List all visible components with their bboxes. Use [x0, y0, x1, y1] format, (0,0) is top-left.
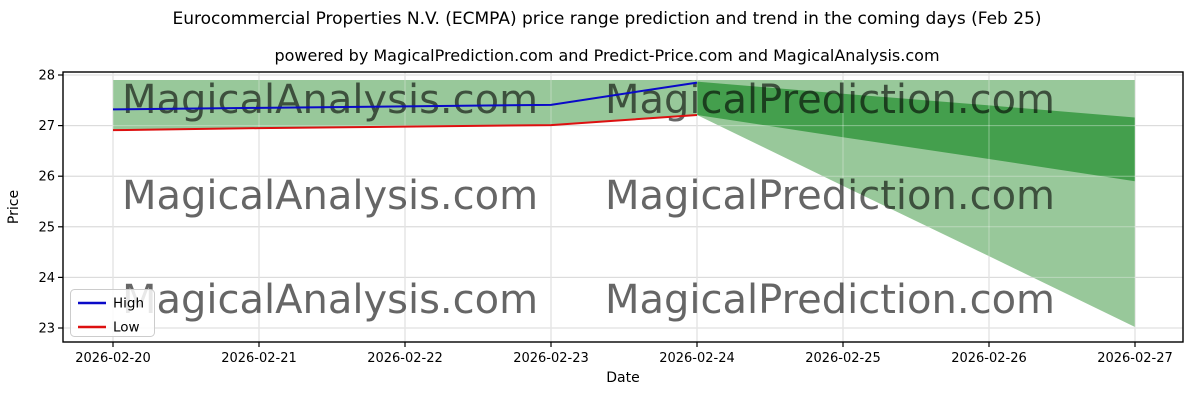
legend-label-low: Low	[113, 320, 140, 336]
x-tick-label: 2026-02-26	[951, 351, 1027, 366]
chart-title: Eurocommercial Properties N.V. (ECMPA) p…	[173, 9, 1042, 29]
low-line	[112, 113, 698, 132]
predicted-trend-band	[697, 81, 1135, 182]
legend-label-high: High	[113, 296, 144, 312]
y-tick-label: 26	[38, 170, 55, 185]
plot-border	[62, 71, 1184, 343]
x-tick-label: 2026-02-22	[367, 351, 443, 366]
prediction-bands	[113, 80, 1135, 327]
x-tick-label: 2026-02-24	[659, 351, 735, 366]
x-tick-label: 2026-02-20	[75, 351, 151, 366]
watermark-right: MagicalPrediction.com	[605, 277, 1055, 323]
watermark-left: MagicalAnalysis.com	[122, 173, 538, 219]
axis-ticks	[58, 74, 1136, 347]
chart-subtitle: powered by MagicalPrediction.com and Pre…	[274, 46, 939, 65]
y-tick-labels: 23 24 25 26 27 28	[38, 69, 55, 337]
y-tick-label: 24	[38, 271, 55, 286]
y-tick-label: 23	[38, 322, 55, 337]
watermark-right: MagicalPrediction.com	[605, 173, 1055, 219]
legend: High Low	[70, 289, 155, 337]
x-tick-label: 2026-02-23	[513, 351, 589, 366]
price-lines	[112, 81, 698, 132]
x-tick-labels: 2026-02-20 2026-02-21 2026-02-22 2026-02-23…	[75, 351, 1173, 366]
y-tick-label: 25	[38, 220, 55, 235]
y-axis-label: Price	[6, 190, 22, 224]
gridlines-overlay	[63, 72, 1183, 342]
y-tick-label: 27	[38, 119, 55, 134]
high-line	[112, 81, 698, 111]
x-tick-label: 2026-02-21	[221, 351, 297, 366]
watermark-left: MagicalAnalysis.com	[122, 77, 538, 123]
watermark-left: MagicalAnalysis.com	[122, 277, 538, 323]
x-axis-label: Date	[606, 370, 639, 386]
legend-box	[70, 289, 155, 337]
y-tick-label: 28	[38, 69, 55, 84]
x-tick-label: 2026-02-25	[805, 351, 881, 366]
watermarks: MagicalAnalysis.com MagicalPrediction.com…	[122, 77, 1055, 323]
x-tick-label: 2026-02-27	[1097, 351, 1173, 366]
